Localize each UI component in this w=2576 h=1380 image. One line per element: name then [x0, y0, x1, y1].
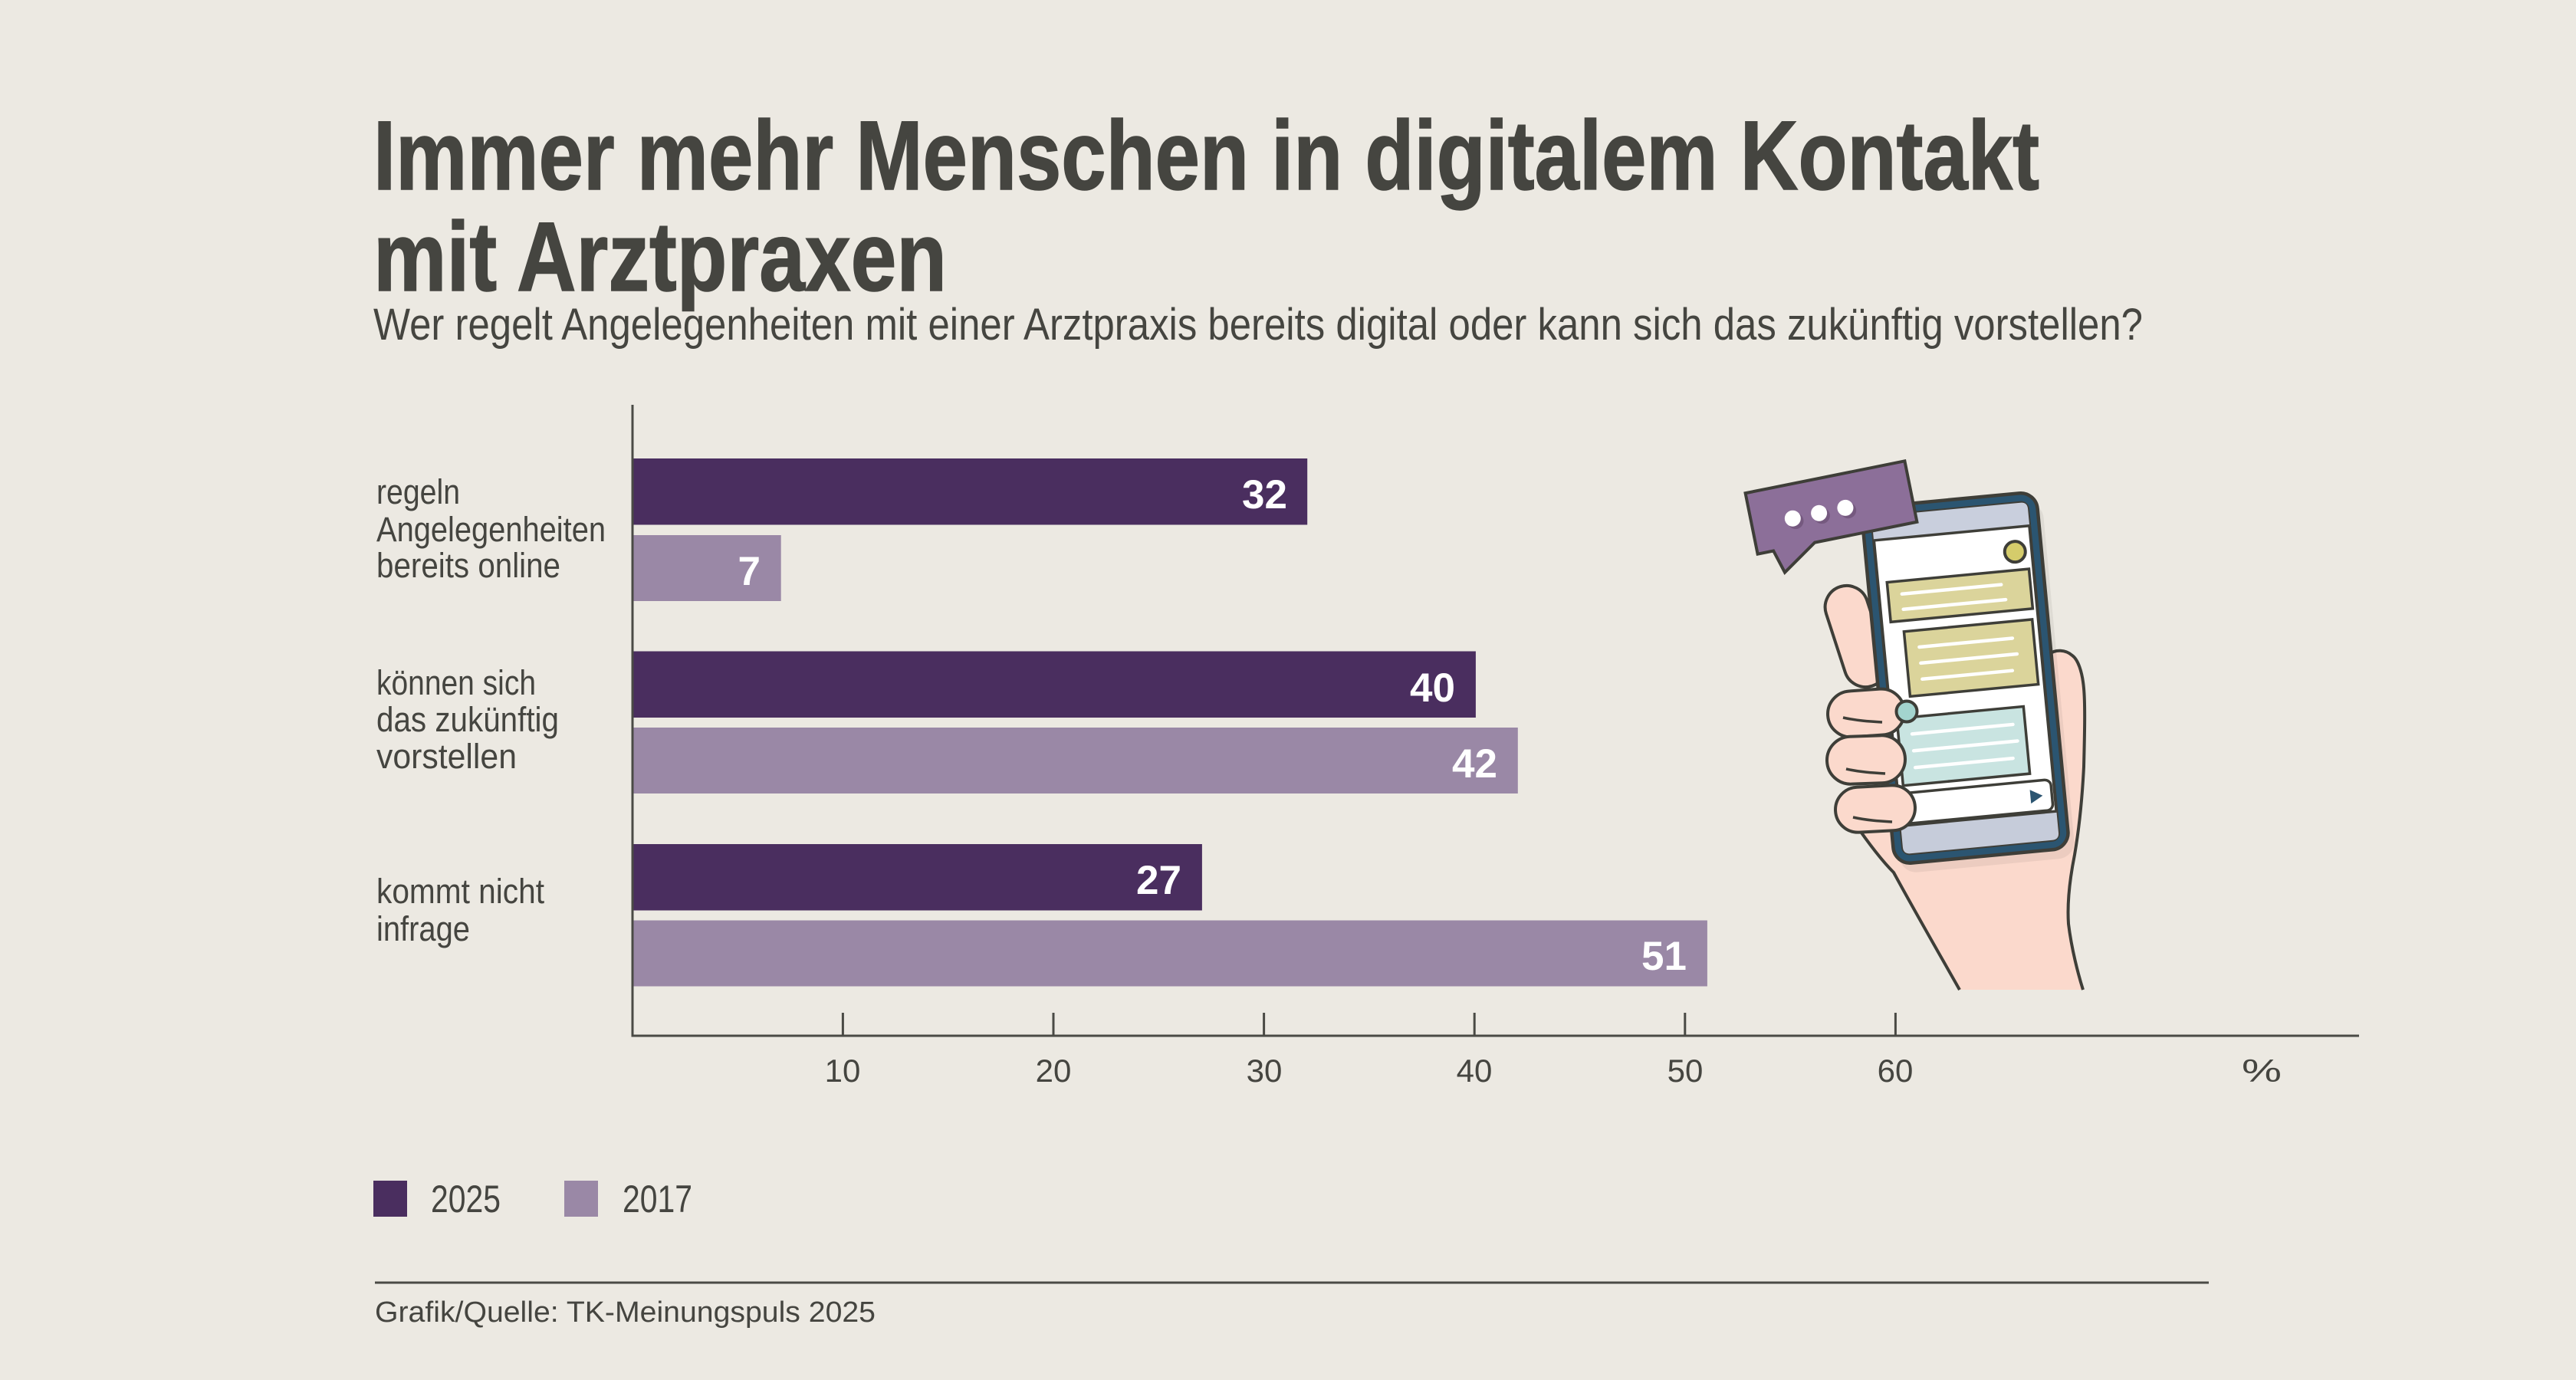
svg-text:kommt nicht: kommt nicht — [376, 872, 544, 911]
svg-text:Wer regelt Angelegenheiten mit: Wer regelt Angelegenheiten mit einer Arz… — [373, 300, 2143, 350]
svg-text:51: 51 — [1641, 934, 1687, 979]
svg-text:50: 50 — [1668, 1053, 1704, 1089]
svg-text:infrage: infrage — [376, 909, 470, 948]
svg-text:60: 60 — [1878, 1053, 1914, 1089]
svg-text:7: 7 — [738, 549, 761, 594]
svg-text:können sich: können sich — [376, 663, 536, 702]
svg-text:2017: 2017 — [623, 1178, 692, 1221]
svg-text:27: 27 — [1136, 858, 1181, 903]
svg-text:42: 42 — [1452, 741, 1497, 787]
svg-text:Immer mehr Menschen in digital: Immer mehr Menschen in digitalem Kontakt — [373, 101, 2039, 211]
svg-text:mit Arztpraxen: mit Arztpraxen — [373, 202, 947, 312]
svg-text:2025: 2025 — [431, 1178, 501, 1221]
svg-text:40: 40 — [1410, 665, 1455, 711]
svg-text:30: 30 — [1247, 1053, 1283, 1089]
svg-text:32: 32 — [1242, 472, 1287, 518]
svg-text:das zukünftig: das zukünftig — [376, 700, 559, 739]
svg-text:%: % — [2242, 1053, 2282, 1089]
svg-text:10: 10 — [825, 1053, 861, 1089]
svg-text:vorstellen: vorstellen — [376, 737, 517, 776]
svg-text:regeln: regeln — [376, 472, 460, 511]
svg-text:20: 20 — [1036, 1053, 1072, 1089]
svg-text:bereits online: bereits online — [376, 546, 560, 585]
svg-text:40: 40 — [1457, 1053, 1493, 1089]
svg-text:Angelegenheiten: Angelegenheiten — [376, 510, 606, 549]
svg-text:Grafik/Quelle: TK-Meinungspuls: Grafik/Quelle: TK-Meinungspuls 2025 — [375, 1296, 876, 1329]
